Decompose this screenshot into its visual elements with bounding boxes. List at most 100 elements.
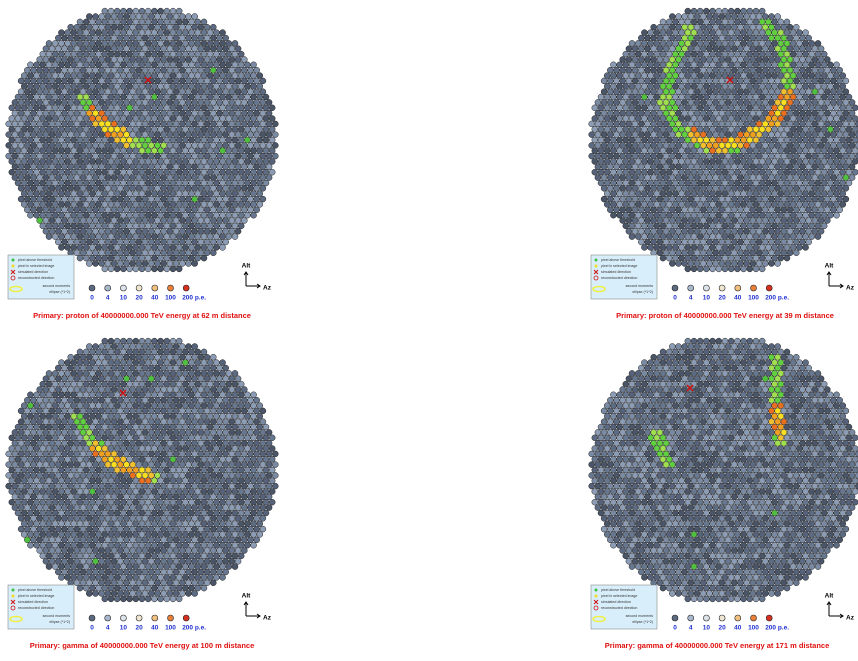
pixel [774,34,781,42]
pixel [749,195,757,203]
pixel [786,195,794,203]
pixel [185,547,192,554]
pixel [253,120,260,128]
pixel [42,174,50,181]
pixel [61,439,68,447]
pixel [228,99,236,106]
pixel [234,66,242,74]
pixel [45,380,53,388]
pixel [144,348,152,356]
pixel [86,109,93,117]
pixel [687,142,695,149]
pixel [148,375,155,382]
pixel [619,99,626,106]
pixel [64,402,71,409]
pixel [225,509,233,517]
pixel [765,40,772,47]
pixel [644,131,651,138]
pixel [194,104,202,112]
pixel [163,83,171,90]
pixel [117,228,124,235]
pixel [681,77,688,85]
pixel [768,249,775,257]
pixel [219,456,226,463]
pixel [206,531,214,538]
pixel [777,29,785,36]
pixel [262,168,270,176]
pixel [157,477,164,484]
pixel [244,498,251,506]
pixel [762,23,769,31]
pixel [628,50,636,58]
pixel [132,370,140,377]
pixel [216,34,223,42]
pixel [234,99,242,106]
pixel [213,423,220,431]
pixel [157,201,164,208]
pixel [250,168,257,176]
pixel [684,115,692,122]
pixel [179,249,186,257]
pixel [191,45,198,52]
pixel [237,115,245,122]
pixel [228,109,236,117]
pixel [200,531,208,538]
pixel [259,418,267,425]
pixel [120,552,127,560]
pixel [616,179,623,187]
pixel [824,56,831,63]
pixel [73,163,81,171]
pixel [27,158,34,165]
pixel [634,211,642,219]
pixel [45,126,53,133]
pixel [154,217,161,224]
pixel [182,244,189,251]
pixel [126,72,133,79]
pixel [793,109,800,117]
pixel [610,201,617,208]
pixel [70,520,78,527]
pixel [27,168,34,176]
pixel [774,23,781,31]
pixel [647,104,654,112]
pixel [70,168,78,176]
pixel [154,152,161,160]
pixel [839,179,847,187]
pixel [67,493,74,501]
pixel [73,429,81,436]
pixel [740,29,747,36]
pixel [700,163,707,171]
pixel [151,61,158,69]
pixel [101,244,109,251]
pixel [185,23,192,31]
pixel [30,515,37,522]
pixel [768,45,775,52]
pixel [132,115,140,122]
pixel [206,423,214,431]
pixel [110,77,118,85]
pixel [169,83,177,90]
pixel [237,541,245,549]
pixel [138,147,146,154]
pixel [163,147,171,154]
pixel [144,509,152,517]
pixel [17,525,25,533]
pixel [662,120,670,128]
pixel [172,195,180,203]
pixel [132,158,140,165]
pixel [135,260,143,267]
pixel [213,520,220,527]
pixel [163,158,171,165]
legend-marker [594,258,598,262]
pixel [45,158,53,165]
pixel [98,353,105,361]
pixel [222,109,229,117]
pixel [188,391,195,399]
pixel [696,40,704,47]
pixel [768,23,775,31]
pixel [64,104,71,112]
pixel [126,93,133,101]
pixel [216,163,223,171]
pixel [191,163,198,171]
